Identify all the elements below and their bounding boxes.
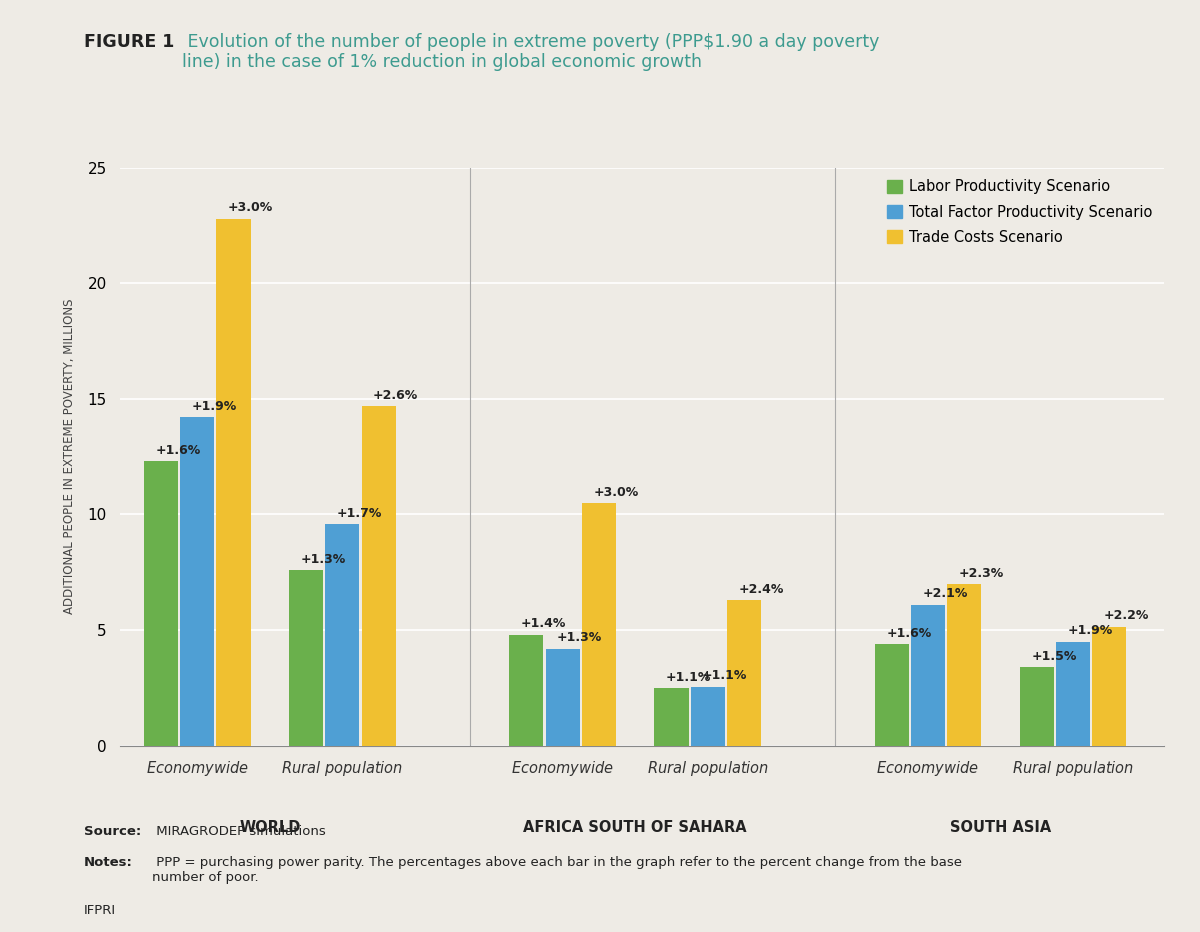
Text: +1.3%: +1.3% [300,553,346,566]
Text: WORLD: WORLD [239,819,300,834]
Bar [216,219,251,746]
Text: +2.1%: +2.1% [923,587,967,600]
Bar [690,687,725,746]
Text: MIRAGRODEP simulations: MIRAGRODEP simulations [152,825,326,838]
Text: +2.4%: +2.4% [738,582,784,596]
Text: +1.9%: +1.9% [192,400,238,413]
Text: +1.3%: +1.3% [557,631,602,644]
Text: +1.7%: +1.7% [337,507,382,519]
Text: +2.2%: +2.2% [1104,610,1150,623]
Text: +1.9%: +1.9% [1068,624,1112,637]
Bar [911,605,946,746]
Bar [361,405,396,746]
Text: +1.6%: +1.6% [886,626,931,639]
Text: SOUTH ASIA: SOUTH ASIA [950,819,1051,834]
Text: +2.6%: +2.6% [373,389,419,402]
Bar [947,583,982,746]
Text: +1.1%: +1.1% [702,669,748,682]
Text: IFPRI: IFPRI [84,904,116,917]
Bar [875,644,908,746]
Bar [325,524,360,746]
Text: Notes:: Notes: [84,856,133,869]
Text: FIGURE 1: FIGURE 1 [84,33,174,50]
Text: +1.6%: +1.6% [156,445,200,457]
Text: +1.5%: +1.5% [1031,650,1076,663]
Text: Source:: Source: [84,825,142,838]
Bar [1020,667,1054,746]
Bar [727,600,761,746]
Bar [1056,641,1090,746]
Text: +1.4%: +1.4% [521,618,566,630]
Text: Evolution of the number of people in extreme poverty (PPP$1.90 a day poverty
lin: Evolution of the number of people in ext… [182,33,880,72]
Text: PPP = purchasing power parity. The percentages above each bar in the graph refer: PPP = purchasing power parity. The perce… [152,856,962,884]
Text: AFRICA SOUTH OF SAHARA: AFRICA SOUTH OF SAHARA [523,819,746,834]
Bar [654,688,689,746]
Bar [582,503,616,746]
Bar [289,570,323,746]
Text: +1.1%: +1.1% [666,671,712,684]
Legend: Labor Productivity Scenario, Total Factor Productivity Scenario, Trade Costs Sce: Labor Productivity Scenario, Total Facto… [883,175,1157,249]
Bar [1092,626,1127,746]
Text: +3.0%: +3.0% [593,486,638,499]
Text: +3.0%: +3.0% [228,201,274,214]
Bar [509,635,544,746]
Bar [546,649,580,746]
Y-axis label: ADDITIONAL PEOPLE IN EXTREME POVERTY, MILLIONS: ADDITIONAL PEOPLE IN EXTREME POVERTY, MI… [64,299,77,614]
Bar [144,461,178,746]
Text: +2.3%: +2.3% [959,567,1004,580]
Bar [180,418,215,746]
